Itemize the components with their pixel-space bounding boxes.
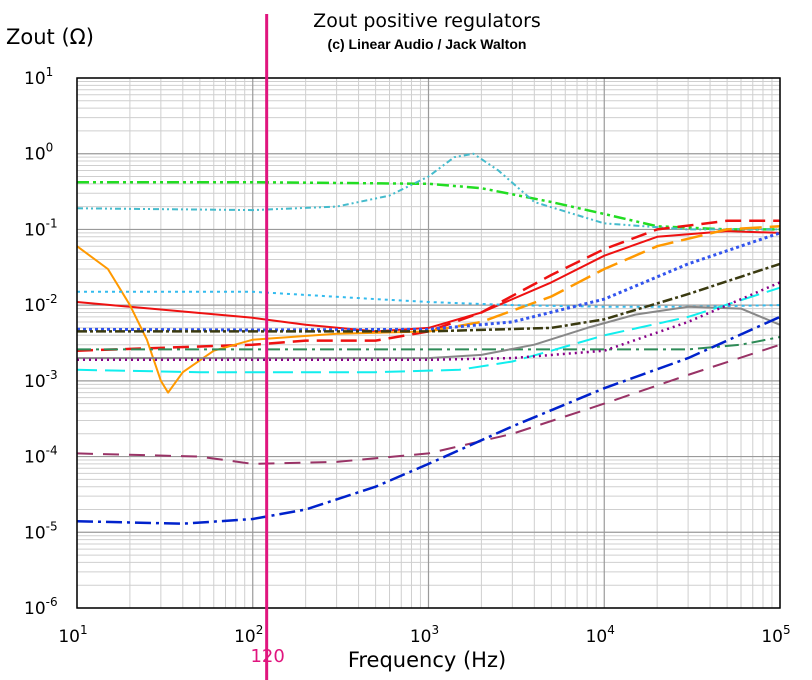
series-line-13 [77, 281, 781, 362]
x-tick-label: 102 [234, 623, 263, 647]
x-tick-label: 103 [410, 623, 439, 647]
marker-label: 120 [250, 646, 284, 667]
x-tick-label: 104 [586, 623, 615, 647]
y-tick-label: 100 [24, 141, 53, 165]
series-line-2 [76, 152, 780, 231]
series-line-6 [428, 225, 781, 333]
series-line-4 [76, 230, 781, 333]
plot-frame [76, 77, 781, 609]
y-axis-label: Zout (Ω) [6, 25, 94, 49]
series-line-15 [76, 315, 781, 525]
x-tick-label: 105 [761, 623, 790, 647]
series-line-5 [76, 245, 429, 394]
frequency-marker: 120 [250, 14, 285, 680]
grid-lines [76, 77, 781, 609]
series-line-8 [76, 231, 781, 332]
y-tick-label: 10-5 [24, 519, 58, 543]
series-line-12 [76, 286, 781, 374]
chart-title: Zout positive regulators [313, 10, 541, 32]
y-tick-label: 10-2 [24, 292, 58, 316]
x-tick-label: 101 [58, 623, 87, 647]
y-tick-label: 10-6 [24, 595, 58, 619]
series-line-9 [77, 262, 781, 333]
y-tick-label: 101 [24, 65, 53, 89]
y-tick-label: 10-1 [24, 216, 58, 240]
y-tick-label: 10-3 [24, 368, 58, 392]
y-tick-label: 10-4 [24, 444, 58, 468]
series-line-10 [77, 336, 781, 351]
x-axis-label: Frequency (Hz) [348, 648, 506, 672]
chart-subtitle: (c) Linear Audio / Jack Walton [328, 36, 527, 52]
series-line-1 [77, 180, 780, 231]
series-line-7 [77, 290, 781, 308]
series-line-14 [76, 343, 781, 465]
data-series [76, 152, 781, 525]
